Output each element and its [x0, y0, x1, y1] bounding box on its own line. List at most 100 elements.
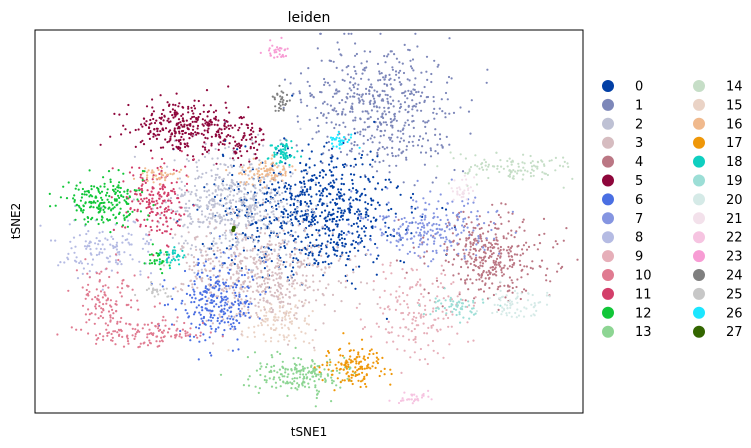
point — [234, 205, 237, 209]
point — [160, 336, 163, 339]
point — [254, 385, 257, 388]
point — [251, 204, 254, 207]
point — [495, 151, 498, 154]
point — [402, 139, 405, 142]
point — [445, 252, 448, 256]
point — [460, 210, 463, 213]
point — [480, 166, 484, 169]
point — [447, 75, 451, 79]
point — [251, 275, 254, 278]
point — [346, 92, 349, 95]
point — [255, 369, 258, 372]
point — [253, 298, 256, 301]
point — [95, 338, 98, 341]
point — [210, 327, 213, 330]
point — [447, 260, 450, 264]
point — [192, 112, 195, 115]
point — [472, 269, 475, 272]
point — [409, 65, 413, 68]
point — [298, 92, 301, 95]
point — [433, 237, 436, 240]
point — [279, 263, 282, 266]
point — [315, 177, 318, 180]
point — [386, 97, 389, 100]
point — [422, 295, 425, 298]
point — [264, 290, 267, 293]
point — [311, 174, 314, 177]
point — [170, 189, 173, 192]
point — [286, 288, 289, 291]
point — [156, 192, 159, 195]
point — [218, 313, 221, 316]
point — [481, 280, 484, 283]
point — [156, 323, 160, 326]
point — [496, 167, 499, 170]
point — [331, 220, 334, 223]
point — [480, 240, 483, 243]
point — [366, 208, 369, 211]
point — [317, 229, 320, 232]
point — [403, 101, 407, 104]
point — [178, 218, 181, 221]
point — [269, 197, 272, 201]
point — [347, 64, 350, 68]
point — [439, 233, 442, 236]
point — [343, 356, 346, 359]
point — [498, 263, 501, 266]
point — [165, 220, 168, 223]
point — [475, 243, 478, 246]
point — [198, 225, 201, 228]
point — [233, 315, 236, 318]
point — [254, 212, 257, 216]
point — [236, 263, 239, 266]
point — [160, 195, 163, 198]
point — [451, 200, 454, 203]
point — [232, 149, 235, 152]
point — [414, 207, 417, 210]
point — [246, 299, 249, 303]
point — [389, 50, 392, 53]
point — [173, 159, 176, 162]
point — [307, 314, 310, 317]
point — [80, 328, 83, 331]
point — [182, 138, 185, 141]
point — [186, 154, 189, 157]
point — [98, 305, 101, 308]
point — [210, 123, 213, 126]
point — [292, 273, 295, 276]
point — [512, 169, 515, 172]
point — [120, 316, 123, 320]
point — [139, 173, 142, 176]
point — [443, 242, 446, 246]
point — [321, 102, 325, 105]
point — [346, 377, 349, 380]
point — [283, 336, 286, 339]
point — [561, 265, 564, 268]
point — [278, 283, 281, 286]
point — [242, 249, 245, 252]
point — [84, 240, 87, 243]
point — [181, 328, 184, 331]
point — [201, 145, 204, 148]
point — [358, 210, 361, 213]
point — [211, 197, 214, 200]
point — [365, 211, 368, 214]
point — [311, 339, 314, 342]
point — [395, 119, 398, 122]
point — [440, 264, 443, 267]
point — [278, 186, 281, 189]
point — [265, 186, 268, 189]
point — [343, 245, 346, 248]
point — [399, 236, 402, 239]
point — [504, 296, 507, 299]
point — [151, 112, 154, 115]
point — [153, 305, 156, 308]
point — [461, 170, 465, 173]
point — [416, 109, 419, 112]
point — [284, 382, 287, 385]
point — [210, 299, 213, 302]
point — [325, 246, 328, 249]
point — [332, 166, 335, 169]
point — [576, 258, 579, 261]
point — [449, 151, 452, 154]
